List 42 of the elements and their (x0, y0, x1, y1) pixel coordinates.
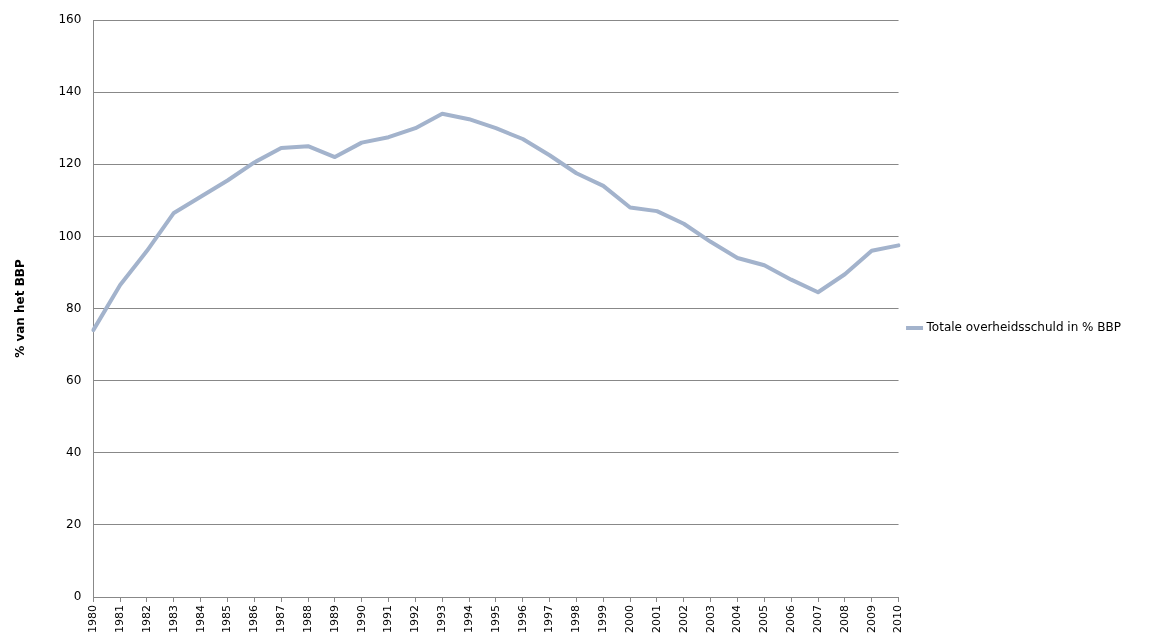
y-tick-label: 20 (66, 517, 82, 532)
x-tick-label: 1993 (435, 605, 449, 634)
x-tick-label: 2002 (676, 605, 690, 634)
x-tick-label: 1992 (408, 605, 422, 634)
x-tick-label: 1989 (327, 605, 341, 634)
x-tick-label: 1996 (515, 605, 529, 634)
y-tick-label: 80 (66, 300, 82, 315)
x-tick-label: 1981 (113, 605, 126, 634)
x-tick-label: 1986 (247, 605, 261, 634)
x-tick-label: 1997 (542, 605, 556, 634)
x-tick-label: 2003 (703, 605, 717, 634)
x-tick-label: 1991 (381, 605, 395, 634)
y-tick-label: 120 (58, 156, 82, 171)
x-tick-label: 1987 (274, 605, 288, 634)
x-tick-label: 2010 (891, 605, 905, 634)
x-tick-label: 1998 (569, 605, 583, 634)
x-tick-label: 1982 (139, 605, 153, 634)
y-tick-label: 100 (58, 228, 82, 243)
x-tick-label: 2001 (649, 605, 663, 634)
y-tick-label: 0 (73, 589, 82, 604)
y-tick-label: 160 (58, 12, 82, 27)
x-tick-label: 1995 (488, 605, 502, 634)
x-tick-label: 2005 (757, 605, 771, 634)
x-tick-label: 1988 (300, 605, 314, 634)
y-tick-label: 140 (58, 84, 82, 99)
x-tick-label: 1990 (354, 605, 368, 634)
x-tick-label: 1983 (166, 605, 180, 634)
x-tick-label: 1985 (220, 605, 234, 634)
x-tick-label: 1999 (596, 605, 610, 634)
legend-label: Totale overheidsschuld in % BBP (925, 320, 1122, 335)
y-axis-title: % van het BBP (13, 259, 28, 358)
x-tick-label: 2006 (784, 605, 798, 634)
x-tick-label: 2008 (837, 605, 851, 634)
x-tick-label: 1980 (86, 605, 100, 634)
y-tick-label: 40 (66, 444, 82, 459)
x-tick-label: 1994 (461, 605, 475, 634)
x-tick-label: 1984 (193, 605, 207, 634)
x-tick-label: 2000 (622, 605, 636, 634)
x-tick-label: 2004 (730, 605, 744, 634)
x-tick-label: 2009 (864, 605, 878, 634)
x-tick-label: 2007 (810, 605, 824, 634)
y-tick-label: 60 (66, 372, 82, 387)
